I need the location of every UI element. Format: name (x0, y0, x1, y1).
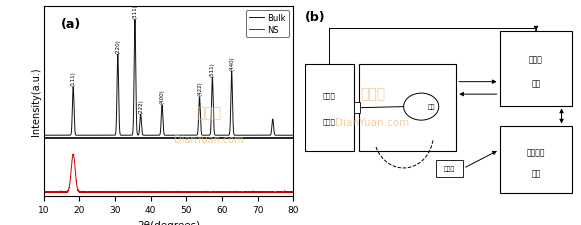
Bulk (258, 134, 265, 137)
Text: (222): (222) (138, 99, 143, 113)
Bulk (84, 134, 91, 137)
Text: (400): (400) (160, 89, 164, 104)
Bulk (40, 134, 47, 137)
Text: (a): (a) (61, 18, 81, 31)
Text: (422): (422) (197, 81, 202, 96)
NS (147, 191, 154, 193)
Bulk (285, 134, 292, 137)
Bar (500, 127, 572, 193)
NS (40, 191, 47, 194)
Text: 编程器: 编程器 (323, 92, 336, 98)
Text: 电源网: 电源网 (360, 87, 385, 101)
Bulk (136, 128, 143, 130)
NS (69, 158, 76, 161)
NS (40, 191, 47, 193)
Text: (111): (111) (71, 71, 76, 86)
Text: 计算机: 计算机 (529, 55, 543, 64)
NS (136, 191, 143, 194)
NS (285, 191, 292, 193)
Bulk (131, 19, 138, 22)
Text: 系统: 系统 (532, 169, 541, 178)
Text: 控制器: 控制器 (323, 118, 336, 124)
Text: DianYuan.com: DianYuan.com (174, 135, 244, 144)
Bar (359, 65, 456, 152)
Bar (500, 32, 572, 106)
Text: 传感器: 传感器 (444, 166, 455, 171)
Line: NS: NS (44, 155, 293, 192)
NS (290, 191, 297, 194)
Bar (354, 103, 360, 113)
Circle shape (404, 94, 439, 121)
Text: 电源网: 电源网 (196, 106, 222, 119)
NS (70, 153, 77, 156)
NS (259, 190, 266, 193)
Text: 系统: 系统 (532, 79, 541, 88)
Bulk (69, 117, 76, 120)
Text: 样品: 样品 (428, 104, 436, 110)
X-axis label: 2θ(degrees): 2θ(degrees) (137, 220, 200, 225)
Line: Bulk: Bulk (44, 20, 293, 136)
Text: 测量记录: 测量记录 (527, 148, 545, 156)
Legend: Bulk, NS: Bulk, NS (246, 11, 289, 38)
Text: (511): (511) (210, 62, 215, 76)
Bulk (147, 134, 154, 137)
Text: (b): (b) (305, 11, 325, 24)
Text: (311): (311) (132, 4, 138, 19)
Y-axis label: Intensity(a.u.): Intensity(a.u.) (31, 67, 41, 135)
Text: DianYuan.com: DianYuan.com (335, 118, 410, 128)
Text: (220): (220) (115, 39, 120, 53)
Bar (305, 65, 354, 152)
Text: (440): (440) (229, 56, 234, 71)
NS (84, 191, 91, 194)
Bar (436, 160, 463, 178)
Bulk (290, 134, 297, 137)
